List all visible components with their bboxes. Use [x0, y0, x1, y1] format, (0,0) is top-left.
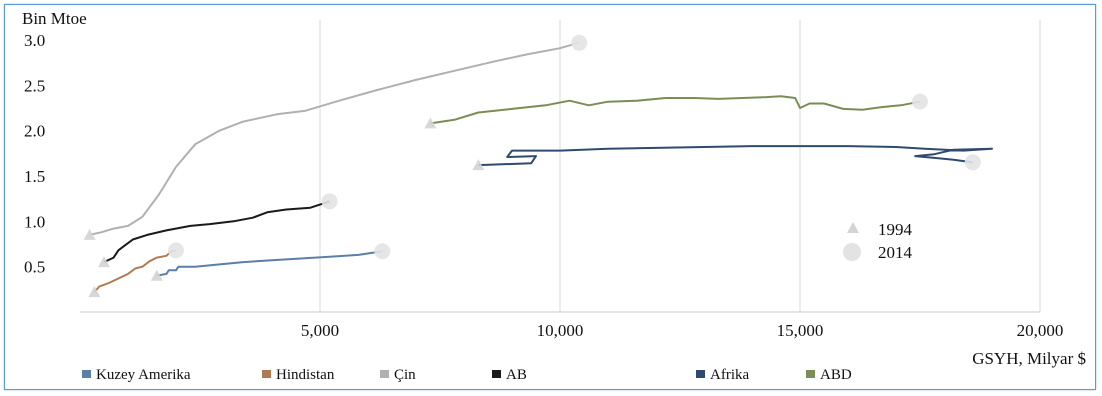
series-line: [93, 249, 177, 293]
y-tick-label: 3.0: [24, 31, 45, 50]
series-line: [89, 41, 580, 236]
end-marker: [964, 154, 981, 171]
series-line: [478, 145, 993, 167]
x-tick-label: 5,000: [301, 321, 339, 340]
grid-lines: [319, 20, 1041, 312]
series-line: [430, 95, 921, 125]
x-tick-label: 10,000: [537, 321, 584, 340]
triangle-marker-icon: [847, 222, 859, 233]
legend-label: Çin: [394, 367, 416, 383]
start-marker: [83, 228, 96, 240]
series-line: [103, 200, 330, 264]
chart-frame: [4, 4, 1096, 390]
end-marker: [912, 93, 928, 110]
y-tick-labels: 3.0 2.5 2.0 1.5 1.0 0.5: [24, 31, 45, 277]
end-marker: [321, 193, 338, 210]
legend-label: Afrika: [710, 367, 749, 383]
legend-swatch-icon: [492, 370, 501, 378]
y-axis-title: Bin Mtoe: [22, 9, 87, 28]
y-tick-label: 1.0: [24, 212, 45, 231]
start-marker: [98, 256, 110, 268]
series-lines: [89, 41, 993, 293]
marker-legend-start-label: 1994: [878, 220, 913, 239]
start-end-markers: [83, 34, 981, 298]
legend-swatch-icon: [696, 370, 705, 378]
legend-swatch-icon: [380, 370, 389, 378]
start-marker: [424, 117, 437, 129]
circle-marker-icon: [843, 243, 861, 261]
legend-swatch-icon: [806, 370, 815, 378]
legend-label: ABD: [820, 367, 852, 383]
y-tick-label: 2.5: [24, 76, 45, 95]
end-marker: [571, 34, 588, 51]
start-marker: [150, 269, 163, 281]
end-marker: [374, 243, 391, 260]
y-tick-label: 1.5: [24, 167, 45, 186]
x-tick-label: 20,000: [1017, 321, 1064, 340]
legend-label: Hindistan: [276, 367, 335, 383]
x-tick-label: 15,000: [777, 321, 824, 340]
x-axis-title: GSYH, Milyar $: [972, 349, 1086, 368]
series-legend: Kuzey Amerika Hindistan Çin AB Afrika ABD: [82, 367, 852, 383]
legend-swatch-icon: [262, 370, 271, 378]
end-marker: [168, 242, 184, 259]
y-tick-label: 2.0: [24, 122, 45, 141]
legend-label: Kuzey Amerika: [96, 367, 191, 383]
start-marker: [472, 159, 485, 171]
legend-swatch-icon: [82, 370, 91, 378]
start-marker: [88, 286, 101, 298]
marker-legend: 1994 2014: [843, 220, 913, 262]
marker-legend-end-label: 2014: [878, 243, 913, 262]
x-tick-labels: 5,000 10,000 15,000 20,000: [301, 321, 1064, 340]
legend-label: AB: [506, 367, 527, 383]
y-tick-label: 0.5: [24, 258, 45, 277]
series-line: [156, 250, 383, 277]
